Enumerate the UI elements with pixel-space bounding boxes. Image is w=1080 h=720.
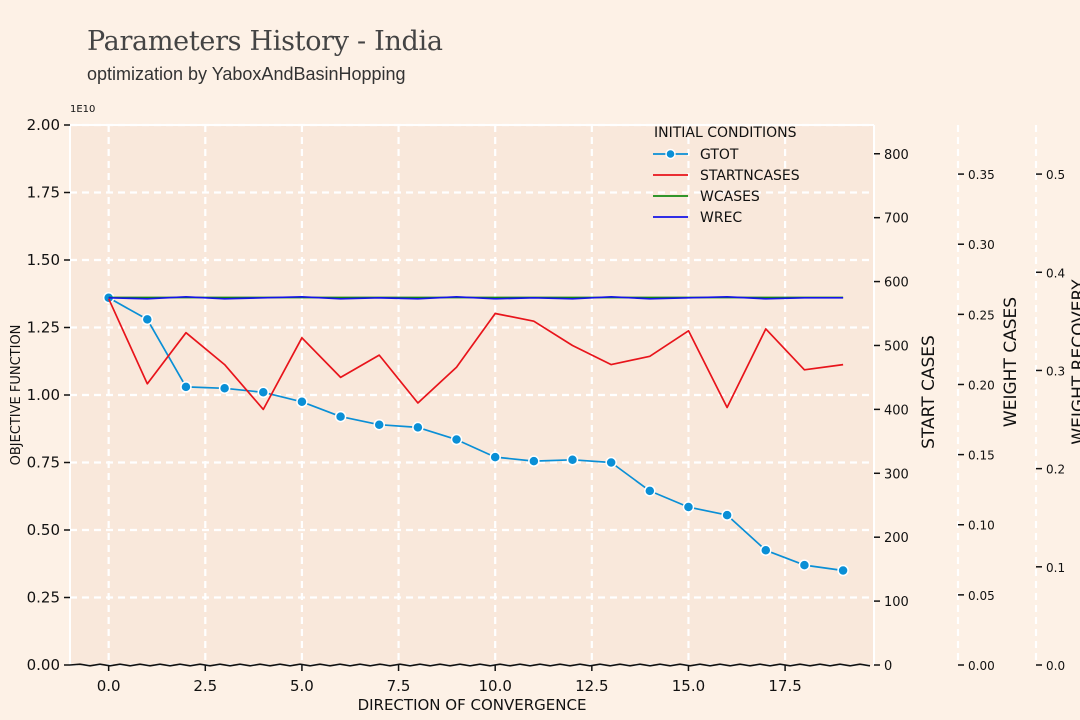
data-point-gtot	[605, 456, 617, 469]
legend-title: INITIAL CONDITIONS	[654, 125, 797, 141]
y-tick-label: 2.00	[27, 116, 60, 134]
x-tick-label: 0.0	[97, 677, 121, 695]
y-tick-label: 0.50	[27, 521, 60, 539]
data-point-gtot	[373, 418, 385, 431]
y-tick-label: 0.25	[27, 589, 60, 607]
weight-recovery-tick-label: 0.3	[1046, 364, 1065, 378]
data-point-gtot	[218, 382, 231, 394]
chart-title: Parameters History - India	[87, 26, 443, 57]
x-tick-label: 7.5	[387, 677, 411, 695]
x-tick-label: 15.0	[672, 677, 705, 695]
x-axis-line	[69, 663, 871, 667]
weight-cases-tick-label: 0.20	[968, 378, 995, 392]
weight-cases-tick-label: 0.35	[968, 168, 995, 182]
data-point-gtot	[682, 501, 695, 513]
weight-cases-axis-label: WEIGHT CASES	[1001, 297, 1021, 427]
y-axis-multiplier: 1E10	[70, 104, 95, 115]
data-point-gtot	[296, 396, 308, 408]
legend-label: STARTNCASES	[700, 168, 800, 184]
weight-recovery-tick-label: 0.0	[1046, 659, 1065, 673]
data-point-gtot	[257, 386, 270, 399]
data-point-gtot	[334, 410, 347, 423]
x-tick-label: 5.0	[290, 677, 314, 695]
data-point-gtot	[644, 485, 656, 497]
weight-recovery-axis-label: WEIGHT RECOVERY	[1069, 279, 1080, 445]
x-axis-label: DIRECTION OF CONVERGENCE	[358, 696, 587, 714]
data-point-gtot	[798, 559, 811, 571]
start-cases-axis-label: START CASES	[919, 335, 939, 449]
weight-cases-tick-label: 0.05	[968, 589, 995, 603]
data-point-gtot	[528, 455, 540, 467]
start-cases-tick-label: 300	[884, 467, 909, 482]
x-tick-label: 10.0	[478, 677, 511, 695]
y-tick-label: 1.25	[27, 319, 60, 337]
series-line-wrec	[108, 295, 844, 300]
weight-cases-tick-label: 0.10	[968, 519, 995, 533]
weight-recovery-tick-label: 0.5	[1046, 168, 1065, 182]
x-tick-label: 17.5	[768, 677, 801, 695]
weight-recovery-tick-label: 0.2	[1046, 463, 1065, 477]
data-point-gtot	[837, 564, 849, 577]
x-tick-label: 2.5	[193, 677, 217, 695]
start-cases-tick-label: 0	[884, 659, 892, 674]
start-cases-tick-label: 500	[884, 339, 909, 354]
weight-cases-tick-label: 0.25	[968, 308, 995, 322]
y-tick-label: 1.00	[27, 386, 60, 404]
chart-subtitle: optimization by YaboxAndBasinHopping	[87, 64, 406, 84]
y-tick-label: 0.75	[27, 454, 60, 472]
legend-swatch-marker	[665, 148, 676, 160]
data-point-gtot	[180, 381, 192, 393]
y-tick-label: 1.75	[27, 184, 60, 202]
y-tick-label: 1.50	[27, 251, 60, 269]
start-cases-tick-label: 700	[884, 212, 909, 227]
x-tick-label: 12.5	[575, 677, 608, 695]
data-point-gtot	[721, 509, 733, 521]
start-cases-tick-label: 200	[884, 531, 909, 546]
data-point-gtot	[450, 433, 463, 446]
weight-cases-tick-label: 0.30	[968, 238, 995, 252]
data-point-gtot	[489, 451, 501, 463]
y-tick-label: 0.00	[27, 656, 60, 674]
legend-label: WCASES	[700, 189, 760, 205]
start-cases-tick-label: 100	[884, 595, 909, 610]
weight-cases-tick-label: 0.00	[968, 659, 995, 673]
start-cases-tick-label: 800	[884, 148, 909, 163]
data-point-gtot	[141, 313, 154, 326]
start-cases-tick-label: 600	[884, 276, 909, 291]
start-cases-tick-label: 400	[884, 403, 909, 418]
data-point-gtot	[760, 544, 772, 556]
legend-label: WREC	[700, 210, 742, 226]
y-axis-label: OBJECTIVE FUNCTION	[9, 325, 24, 466]
data-point-gtot	[566, 454, 579, 466]
weight-cases-tick-label: 0.15	[968, 449, 995, 463]
legend-label: GTOT	[700, 147, 739, 163]
weight-recovery-tick-label: 0.4	[1046, 266, 1065, 280]
data-point-gtot	[412, 421, 424, 434]
weight-recovery-tick-label: 0.1	[1046, 561, 1065, 575]
series-line-gtot	[108, 297, 844, 572]
series-line-startncases	[107, 298, 844, 411]
